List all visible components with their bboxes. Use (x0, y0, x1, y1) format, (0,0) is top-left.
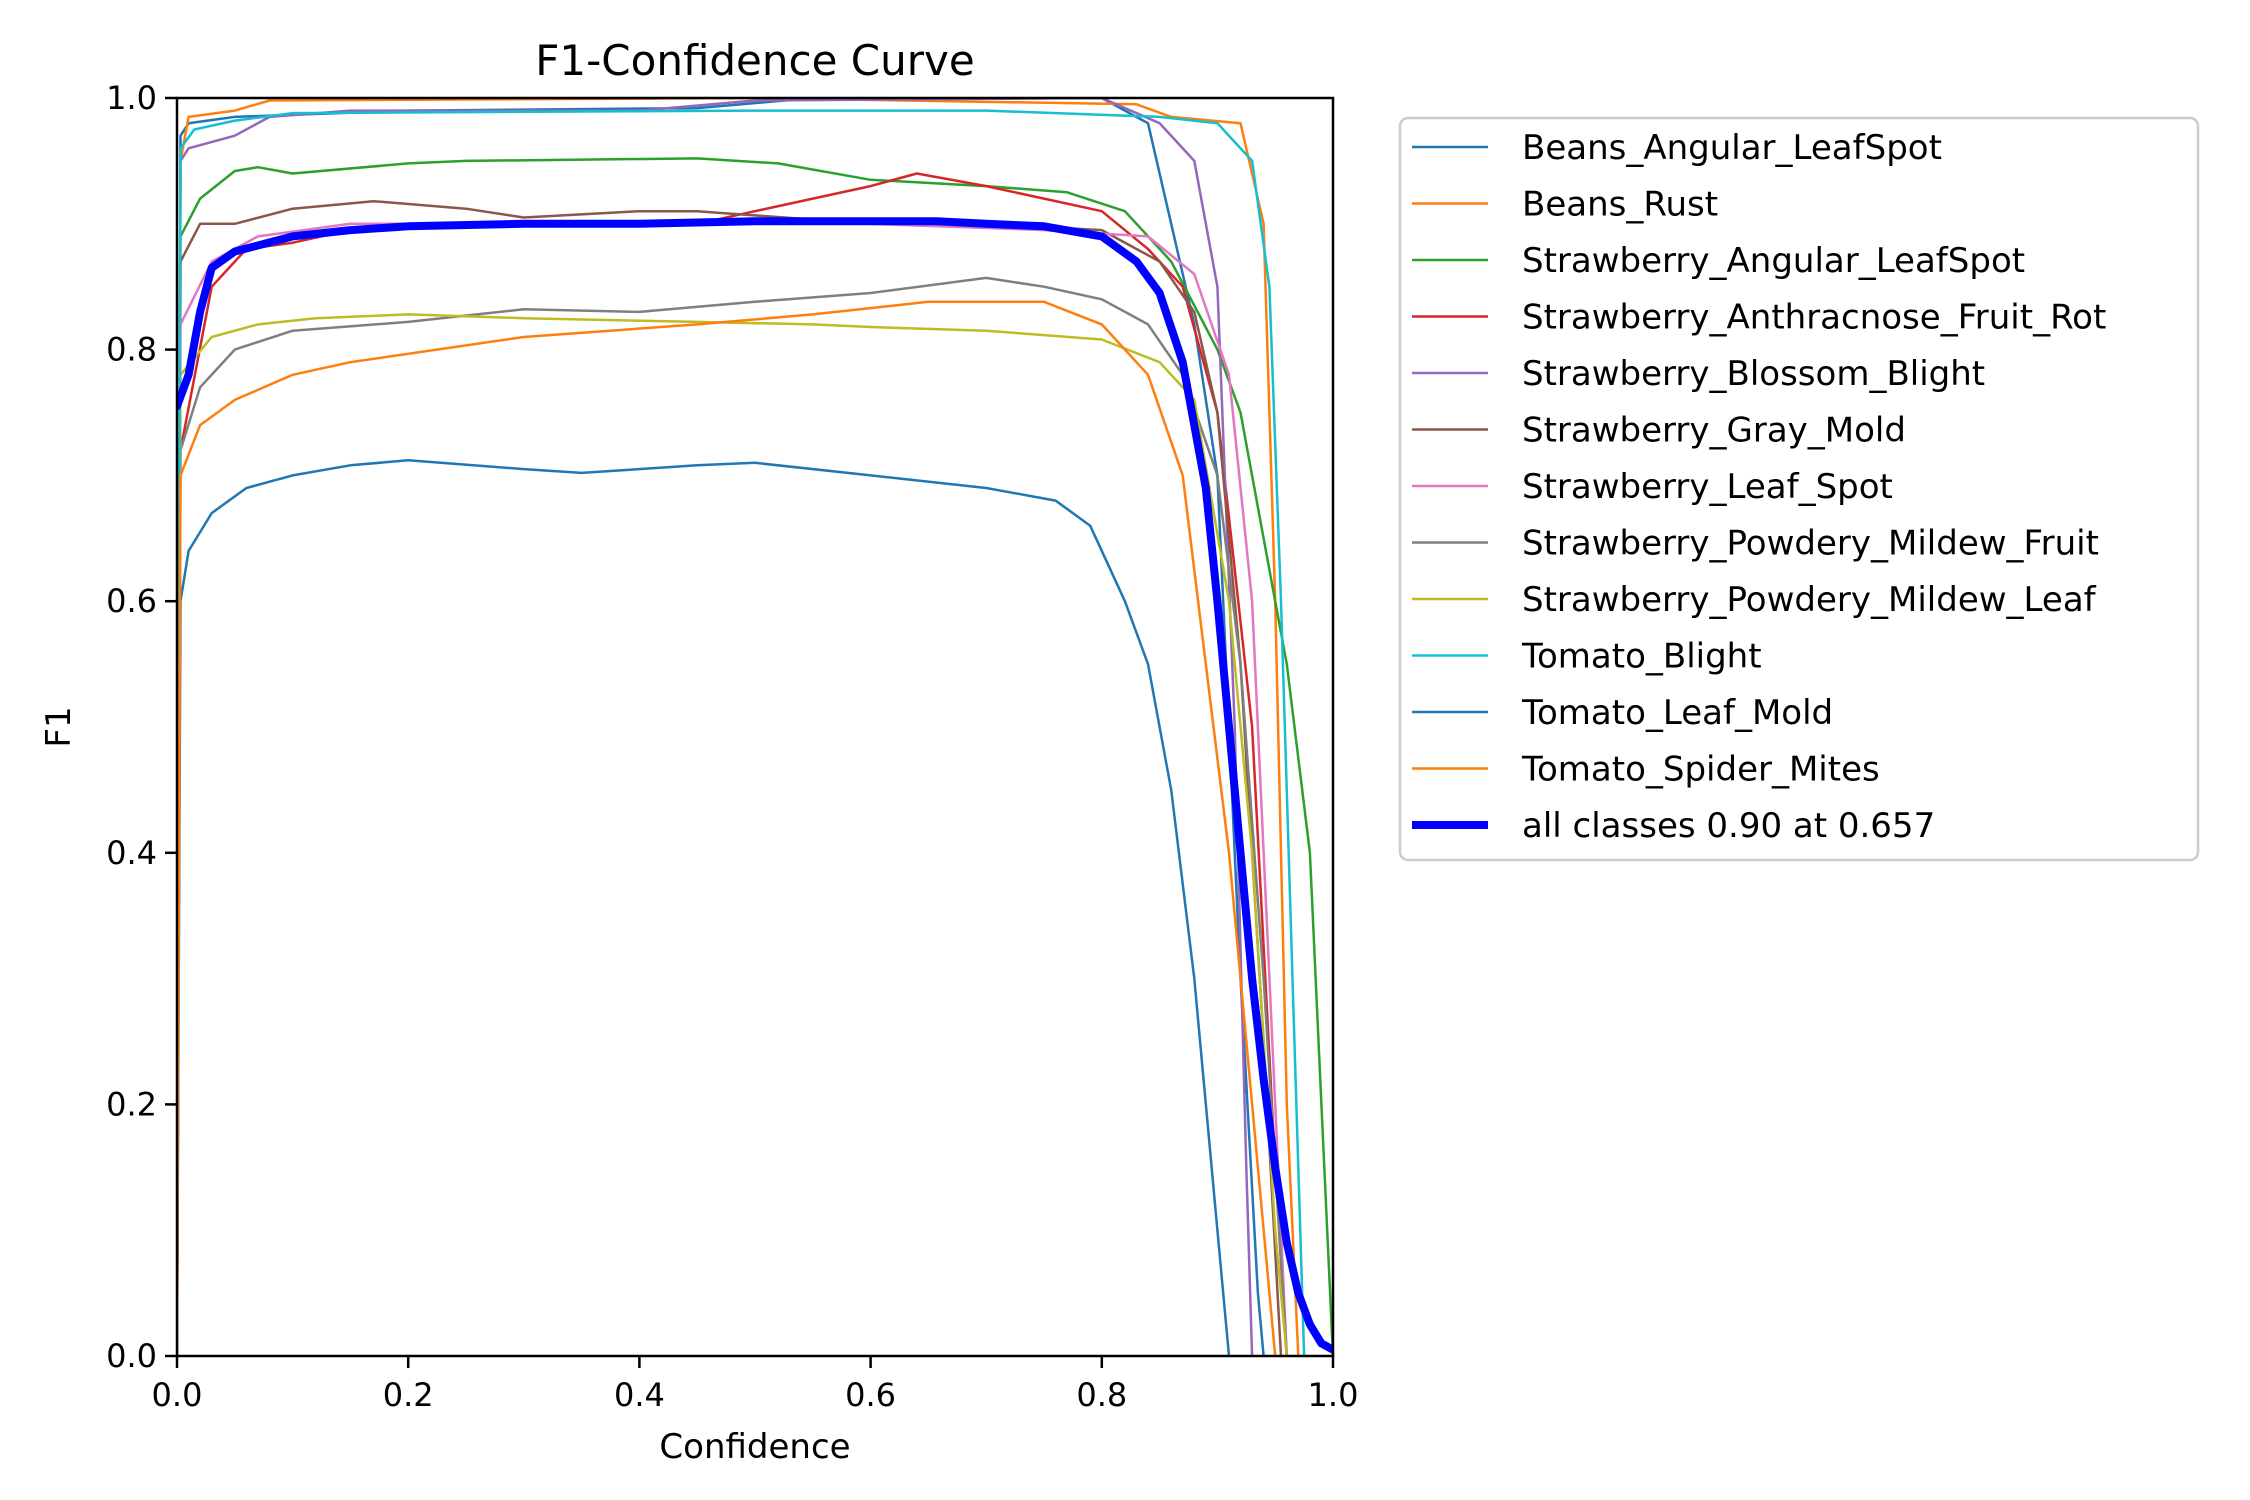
series-line-9 (177, 109, 1306, 1356)
legend-label-0: Beans_Angular_LeafSpot (1522, 128, 1942, 168)
chart-title: F1-Confidence Curve (535, 36, 974, 85)
series-line-4 (177, 98, 1254, 1356)
x-tick-label: 0.8 (1076, 1376, 1127, 1414)
plot-area: 0.0 0.2 0.4 0.6 0.8 1.0 0.0 0.2 0.4 0.6 0.8 1.0 (106, 79, 1358, 1414)
legend-label-4: Strawberry_Blossom_Blight (1522, 354, 1985, 394)
series-line-6 (177, 222, 1289, 1356)
x-tick-label: 1.0 (1308, 1376, 1359, 1414)
legend-label-10: Tomato_Leaf_Mold (1521, 693, 1833, 733)
y-tick-label: 0.4 (106, 834, 157, 872)
legend-label-8: Strawberry_Powdery_Mildew_Leaf (1522, 580, 2097, 620)
y-tick-label: 0.6 (106, 582, 157, 620)
y-axis-label: F1 (39, 706, 79, 747)
legend-label-6: Strawberry_Leaf_Spot (1522, 467, 1893, 507)
y-axis: 0.0 0.2 0.4 0.6 0.8 1.0 (106, 79, 177, 1375)
series-line-11 (177, 300, 1277, 1356)
legend-label-9: Tomato_Blight (1521, 637, 1762, 677)
series-line-12 (177, 217, 1333, 1354)
legend-label-7: Strawberry_Powdery_Mildew_Fruit (1522, 524, 2099, 564)
legend-label-12: all classes 0.90 at 0.657 (1522, 806, 1935, 846)
legend: Beans_Angular_LeafSpot Beans_Rust Strawber… (1398, 116, 2200, 862)
y-tick-label: 0.8 (106, 331, 157, 369)
plot-frame (175, 96, 1335, 1358)
series-line-8 (177, 313, 1289, 1356)
x-axis: 0.0 0.2 0.4 0.6 0.8 1.0 (152, 1356, 1359, 1414)
x-tick-label: 0.4 (614, 1376, 665, 1414)
legend-label-11: Tomato_Spider_Mites (1521, 750, 1880, 790)
legend-label-5: Strawberry_Gray_Mold (1522, 411, 1906, 451)
series-layer (177, 98, 1333, 1356)
series-line-7 (177, 276, 1289, 1356)
legend-label-1: Beans_Rust (1522, 185, 1718, 225)
legend-label-3: Strawberry_Anthracnose_Fruit_Rot (1522, 298, 2106, 338)
legend-frame (1398, 116, 2200, 862)
legend-items: Beans_Angular_LeafSpot Beans_Rust Strawber… (1412, 128, 2106, 846)
legend-label-2: Strawberry_Angular_LeafSpot (1522, 241, 2025, 281)
y-tick-label: 0.0 (106, 1337, 157, 1375)
x-tick-label: 0.0 (152, 1376, 203, 1414)
x-tick-label: 0.6 (845, 1376, 896, 1414)
series-line-5 (177, 199, 1283, 1356)
series-line-2 (177, 157, 1333, 1356)
y-tick-label: 0.2 (106, 1085, 157, 1123)
x-tick-label: 0.2 (383, 1376, 434, 1414)
series-line-10 (177, 459, 1231, 1356)
x-axis-label: Confidence (659, 1427, 850, 1467)
y-tick-label: 1.0 (106, 79, 157, 117)
